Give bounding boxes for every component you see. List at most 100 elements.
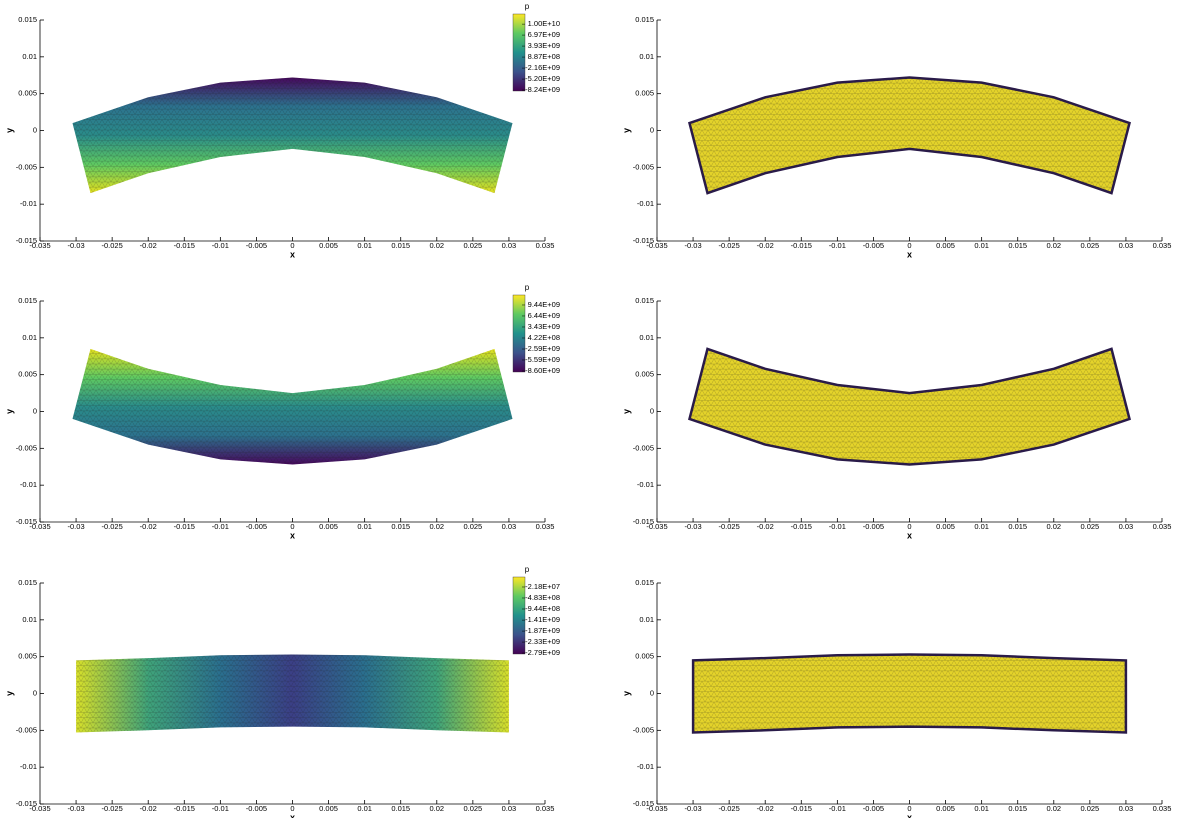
y-tick-label: 0.015 xyxy=(635,578,654,587)
x-tick-label: 0.01 xyxy=(357,804,372,813)
y-axis-label: y xyxy=(621,128,631,133)
x-tick-label: -0.03 xyxy=(68,522,85,531)
y-tick-label: -0.01 xyxy=(637,199,654,208)
x-tick-label: -0.03 xyxy=(685,804,702,813)
x-tick-label: 0.015 xyxy=(391,522,410,531)
y-axis-label: y xyxy=(621,691,631,696)
x-tick-label: -0.035 xyxy=(646,804,667,813)
x-tick-label: 0.015 xyxy=(1008,522,1027,531)
x-tick-label: 0.02 xyxy=(429,241,444,250)
colorbar-tick-label: -4.83E+08 xyxy=(525,593,560,602)
x-tick-label: 0.005 xyxy=(319,522,338,531)
x-tick-label: 0.02 xyxy=(1046,522,1061,531)
x-tick-label: -0.01 xyxy=(829,522,846,531)
x-tick-label: 0.035 xyxy=(536,241,555,250)
x-tick-label: 0.025 xyxy=(1080,241,1099,250)
colorbar-tick-label: -9.44E+08 xyxy=(525,604,560,613)
colorbar-tick-label: -5.59E+09 xyxy=(525,355,560,364)
y-axis-label: y xyxy=(4,128,14,133)
x-tick-label: 0.02 xyxy=(429,804,444,813)
x-tick-label: 0.01 xyxy=(357,522,372,531)
x-axis-label: x xyxy=(290,812,295,818)
y-tick-label: 0.015 xyxy=(635,15,654,24)
x-tick-label: 0.01 xyxy=(974,241,989,250)
x-tick-label: 0.005 xyxy=(936,522,955,531)
y-tick-label: 0.01 xyxy=(22,333,37,342)
y-tick-label: 0.005 xyxy=(635,89,654,98)
x-tick-label: 0.025 xyxy=(463,804,482,813)
y-tick-label: 0.005 xyxy=(635,652,654,661)
x-tick-label: -0.015 xyxy=(791,522,812,531)
y-tick-label: -0.015 xyxy=(16,799,37,808)
mesh-overlay xyxy=(76,654,509,733)
y-tick-label: -0.01 xyxy=(637,480,654,489)
colorbar-tick-label: -2.33E+09 xyxy=(525,637,560,646)
x-tick-label: -0.015 xyxy=(174,241,195,250)
x-tick-label: -0.02 xyxy=(140,804,157,813)
x-tick-label: -0.015 xyxy=(791,804,812,813)
x-tick-label: 0.025 xyxy=(463,522,482,531)
y-tick-label: 0 xyxy=(650,406,654,415)
y-axis-label: y xyxy=(4,691,14,696)
y-tick-label: 0.005 xyxy=(18,652,37,661)
y-tick-label: 0 xyxy=(33,688,37,697)
x-tick-label: 0.035 xyxy=(536,804,555,813)
x-tick-label: -0.035 xyxy=(646,522,667,531)
y-tick-label: 0.005 xyxy=(635,370,654,379)
y-tick-label: -0.005 xyxy=(16,443,37,452)
x-tick-label: -0.005 xyxy=(246,241,267,250)
x-tick-label: 0.015 xyxy=(391,804,410,813)
x-tick-label: -0.025 xyxy=(102,241,123,250)
x-tick-label: -0.005 xyxy=(863,241,884,250)
colorbar-tick-label: 4.22E+08 xyxy=(528,333,560,342)
x-tick-label: -0.01 xyxy=(212,522,229,531)
mesh-overlay xyxy=(693,654,1126,733)
x-axis-label: x xyxy=(290,249,295,259)
x-tick-label: -0.005 xyxy=(246,522,267,531)
x-tick-label: 0.03 xyxy=(1119,241,1134,250)
y-tick-label: 0.01 xyxy=(639,615,654,624)
y-axis-label: y xyxy=(4,409,14,414)
y-tick-label: 0.01 xyxy=(22,615,37,624)
x-tick-label: 0.035 xyxy=(1153,522,1172,531)
colorbar-tick-label: 6.44E+09 xyxy=(528,311,560,320)
x-tick-label: 0.005 xyxy=(319,241,338,250)
colorbar-tick-label: -2.59E+09 xyxy=(525,344,560,353)
y-tick-label: -0.01 xyxy=(637,762,654,771)
x-tick-label: 0.01 xyxy=(357,241,372,250)
colorbar-tick-label: 9.44E+09 xyxy=(528,300,560,309)
x-tick-label: 0 xyxy=(290,522,294,531)
x-tick-label: 0.015 xyxy=(1008,241,1027,250)
y-tick-label: 0.01 xyxy=(639,333,654,342)
colorbar-tick-label: 3.43E+09 xyxy=(528,322,560,331)
x-tick-label: -0.01 xyxy=(829,241,846,250)
colorbar-tick-label: 3.93E+09 xyxy=(528,41,560,50)
x-axis-label: x xyxy=(290,530,295,540)
y-tick-label: 0.015 xyxy=(18,296,37,305)
x-tick-label: 0.025 xyxy=(463,241,482,250)
y-tick-label: 0 xyxy=(650,125,654,134)
x-tick-label: -0.01 xyxy=(212,241,229,250)
x-tick-label: 0.035 xyxy=(536,522,555,531)
x-tick-label: -0.025 xyxy=(102,522,123,531)
x-tick-label: -0.005 xyxy=(246,804,267,813)
colorbar-title: p xyxy=(525,2,530,11)
x-tick-label: 0.005 xyxy=(319,804,338,813)
x-tick-label: 0.035 xyxy=(1153,804,1172,813)
colorbar-tick-label: 1.00E+10 xyxy=(528,19,560,28)
mesh-overlay xyxy=(689,77,1130,194)
x-tick-label: 0 xyxy=(907,522,911,531)
y-tick-label: 0.01 xyxy=(639,52,654,61)
colorbar xyxy=(512,576,526,655)
y-tick-label: -0.015 xyxy=(16,517,37,526)
x-tick-label: 0.03 xyxy=(502,241,517,250)
x-tick-label: -0.035 xyxy=(29,241,50,250)
y-tick-label: -0.015 xyxy=(633,517,654,526)
x-tick-label: 0.015 xyxy=(391,241,410,250)
x-tick-label: 0.03 xyxy=(1119,804,1134,813)
x-tick-label: -0.01 xyxy=(829,804,846,813)
x-tick-label: 0.03 xyxy=(502,804,517,813)
x-tick-label: 0.01 xyxy=(974,804,989,813)
x-tick-label: -0.025 xyxy=(719,522,740,531)
y-tick-label: 0.005 xyxy=(18,89,37,98)
